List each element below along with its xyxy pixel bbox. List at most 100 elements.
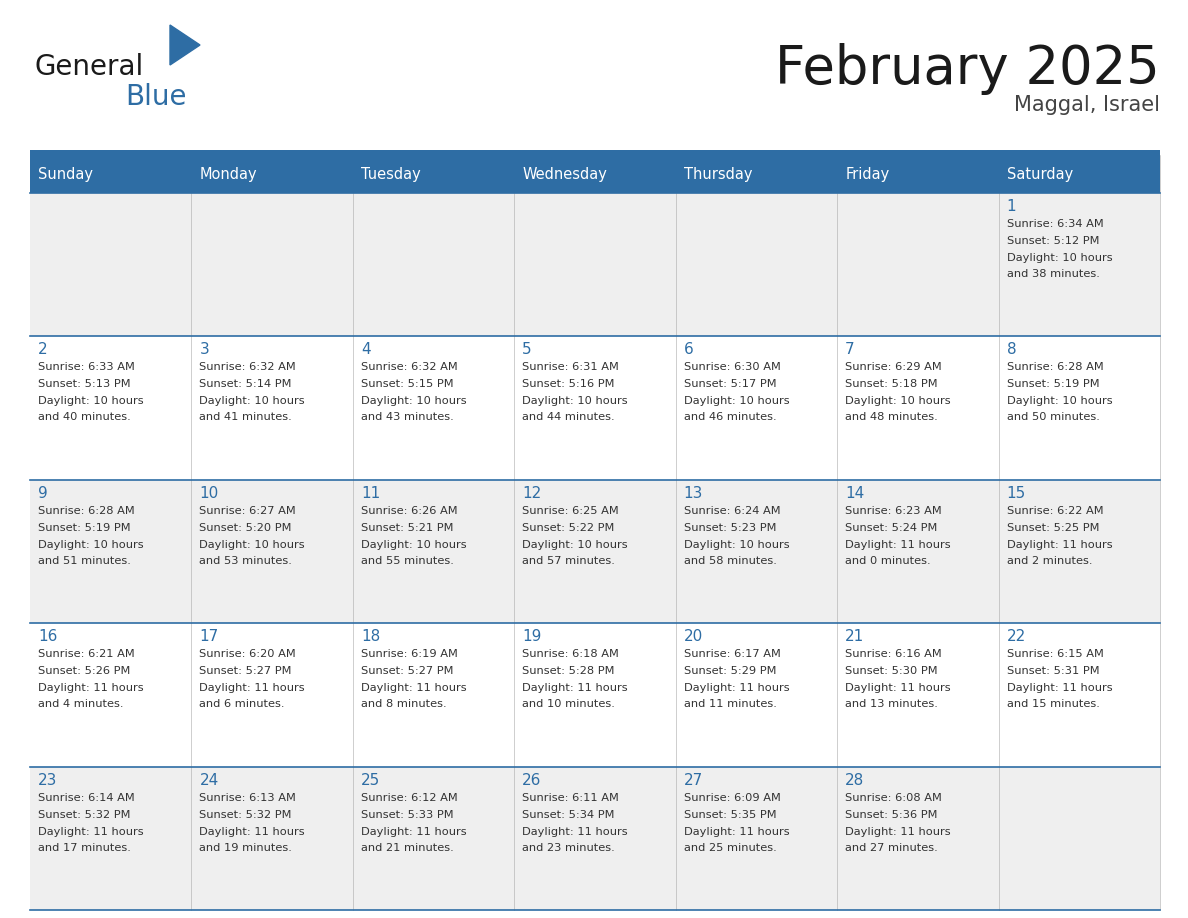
Text: Blue: Blue [125, 83, 187, 111]
Text: and 41 minutes.: and 41 minutes. [200, 412, 292, 422]
Text: Sunset: 5:32 PM: Sunset: 5:32 PM [200, 810, 292, 820]
Text: Daylight: 10 hours: Daylight: 10 hours [361, 540, 467, 550]
Text: Sunrise: 6:22 AM: Sunrise: 6:22 AM [1006, 506, 1104, 516]
Text: and 21 minutes.: and 21 minutes. [361, 843, 454, 853]
Text: 16: 16 [38, 629, 57, 644]
Text: 20: 20 [684, 629, 703, 644]
Text: Sunset: 5:17 PM: Sunset: 5:17 PM [684, 379, 776, 389]
Text: Sunset: 5:20 PM: Sunset: 5:20 PM [200, 522, 292, 532]
Text: Daylight: 11 hours: Daylight: 11 hours [684, 826, 789, 836]
Text: Daylight: 11 hours: Daylight: 11 hours [523, 826, 628, 836]
Text: Daylight: 10 hours: Daylight: 10 hours [523, 397, 628, 407]
Text: Sunset: 5:19 PM: Sunset: 5:19 PM [38, 522, 131, 532]
Text: Sunset: 5:35 PM: Sunset: 5:35 PM [684, 810, 776, 820]
Text: Sunrise: 6:26 AM: Sunrise: 6:26 AM [361, 506, 457, 516]
Text: Sunrise: 6:32 AM: Sunrise: 6:32 AM [361, 363, 457, 373]
Text: 25: 25 [361, 773, 380, 788]
Text: Daylight: 11 hours: Daylight: 11 hours [845, 540, 950, 550]
Text: and 27 minutes.: and 27 minutes. [845, 843, 937, 853]
Text: Sunrise: 6:32 AM: Sunrise: 6:32 AM [200, 363, 296, 373]
Bar [30, 767, 1159, 910]
Text: Sunrise: 6:15 AM: Sunrise: 6:15 AM [1006, 649, 1104, 659]
Text: and 44 minutes.: and 44 minutes. [523, 412, 615, 422]
Text: Sunset: 5:23 PM: Sunset: 5:23 PM [684, 522, 776, 532]
Text: and 19 minutes.: and 19 minutes. [200, 843, 292, 853]
Text: and 11 minutes.: and 11 minutes. [684, 700, 777, 710]
Text: 15: 15 [1006, 486, 1025, 501]
Text: 14: 14 [845, 486, 865, 501]
Text: Sunset: 5:27 PM: Sunset: 5:27 PM [200, 666, 292, 677]
Text: Daylight: 10 hours: Daylight: 10 hours [38, 540, 144, 550]
Text: Daylight: 11 hours: Daylight: 11 hours [200, 683, 305, 693]
Text: Sunrise: 6:29 AM: Sunrise: 6:29 AM [845, 363, 942, 373]
Text: and 23 minutes.: and 23 minutes. [523, 843, 615, 853]
Text: Sunrise: 6:19 AM: Sunrise: 6:19 AM [361, 649, 457, 659]
Text: Daylight: 10 hours: Daylight: 10 hours [200, 397, 305, 407]
Text: Sunrise: 6:20 AM: Sunrise: 6:20 AM [200, 649, 296, 659]
Text: Sunset: 5:33 PM: Sunset: 5:33 PM [361, 810, 454, 820]
Text: Thursday: Thursday [684, 166, 752, 182]
Text: and 15 minutes.: and 15 minutes. [1006, 700, 1099, 710]
Text: 18: 18 [361, 629, 380, 644]
Text: and 57 minutes.: and 57 minutes. [523, 555, 615, 565]
Text: Sunrise: 6:28 AM: Sunrise: 6:28 AM [1006, 363, 1104, 373]
Text: Friday: Friday [845, 166, 890, 182]
Text: 8: 8 [1006, 342, 1016, 357]
Text: 19: 19 [523, 629, 542, 644]
Text: 7: 7 [845, 342, 855, 357]
Text: and 8 minutes.: and 8 minutes. [361, 700, 447, 710]
Text: 5: 5 [523, 342, 532, 357]
Text: 12: 12 [523, 486, 542, 501]
Text: Sunrise: 6:30 AM: Sunrise: 6:30 AM [684, 363, 781, 373]
Text: and 48 minutes.: and 48 minutes. [845, 412, 937, 422]
Text: Daylight: 11 hours: Daylight: 11 hours [200, 826, 305, 836]
Text: Daylight: 11 hours: Daylight: 11 hours [845, 683, 950, 693]
Text: Sunset: 5:16 PM: Sunset: 5:16 PM [523, 379, 614, 389]
Text: 21: 21 [845, 629, 865, 644]
Text: Sunset: 5:30 PM: Sunset: 5:30 PM [845, 666, 937, 677]
Text: and 38 minutes.: and 38 minutes. [1006, 269, 1099, 279]
Text: 27: 27 [684, 773, 703, 788]
Bar [30, 336, 1159, 480]
Text: Sunset: 5:34 PM: Sunset: 5:34 PM [523, 810, 614, 820]
Text: and 6 minutes.: and 6 minutes. [200, 700, 285, 710]
Text: 17: 17 [200, 629, 219, 644]
Text: 26: 26 [523, 773, 542, 788]
Bar [30, 155, 1159, 193]
Text: 23: 23 [38, 773, 57, 788]
Bar [30, 150, 1159, 155]
Text: 11: 11 [361, 486, 380, 501]
Text: Maggal, Israel: Maggal, Israel [1015, 95, 1159, 115]
Text: Daylight: 10 hours: Daylight: 10 hours [845, 397, 950, 407]
Text: Sunrise: 6:09 AM: Sunrise: 6:09 AM [684, 792, 781, 802]
Text: Sunset: 5:19 PM: Sunset: 5:19 PM [1006, 379, 1099, 389]
Text: Daylight: 11 hours: Daylight: 11 hours [1006, 540, 1112, 550]
Text: Sunset: 5:18 PM: Sunset: 5:18 PM [845, 379, 937, 389]
Text: Sunrise: 6:28 AM: Sunrise: 6:28 AM [38, 506, 134, 516]
Text: Sunrise: 6:14 AM: Sunrise: 6:14 AM [38, 792, 134, 802]
Text: Sunrise: 6:25 AM: Sunrise: 6:25 AM [523, 506, 619, 516]
Text: Sunrise: 6:16 AM: Sunrise: 6:16 AM [845, 649, 942, 659]
Text: Sunrise: 6:08 AM: Sunrise: 6:08 AM [845, 792, 942, 802]
Text: Sunrise: 6:17 AM: Sunrise: 6:17 AM [684, 649, 781, 659]
Text: 28: 28 [845, 773, 865, 788]
Polygon shape [170, 25, 200, 65]
Text: February 2025: February 2025 [776, 43, 1159, 95]
Text: Daylight: 10 hours: Daylight: 10 hours [684, 397, 789, 407]
Text: Sunrise: 6:13 AM: Sunrise: 6:13 AM [200, 792, 296, 802]
Text: and 46 minutes.: and 46 minutes. [684, 412, 776, 422]
Text: 24: 24 [200, 773, 219, 788]
Text: and 55 minutes.: and 55 minutes. [361, 555, 454, 565]
Text: and 10 minutes.: and 10 minutes. [523, 700, 615, 710]
Text: 6: 6 [684, 342, 694, 357]
Text: Sunset: 5:28 PM: Sunset: 5:28 PM [523, 666, 614, 677]
Text: Sunset: 5:36 PM: Sunset: 5:36 PM [845, 810, 937, 820]
Text: Sunset: 5:15 PM: Sunset: 5:15 PM [361, 379, 454, 389]
Text: Sunset: 5:31 PM: Sunset: 5:31 PM [1006, 666, 1099, 677]
Text: 10: 10 [200, 486, 219, 501]
Text: Daylight: 10 hours: Daylight: 10 hours [684, 540, 789, 550]
Text: Sunset: 5:27 PM: Sunset: 5:27 PM [361, 666, 454, 677]
Text: Sunrise: 6:12 AM: Sunrise: 6:12 AM [361, 792, 457, 802]
Text: 9: 9 [38, 486, 48, 501]
Text: Daylight: 10 hours: Daylight: 10 hours [361, 397, 467, 407]
